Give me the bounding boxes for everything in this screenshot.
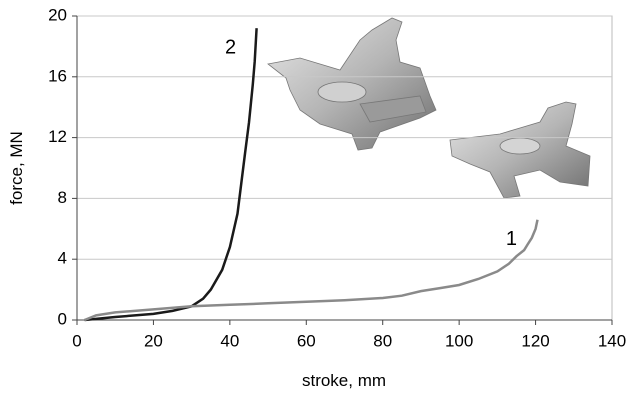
x-tick-label: 100: [445, 331, 473, 350]
series-label: 1: [506, 228, 517, 250]
x-tick-label: 60: [297, 331, 316, 350]
x-tick-label: 20: [144, 331, 163, 350]
y-tick-label: 20: [48, 5, 67, 24]
x-tick-label: 140: [598, 331, 626, 350]
series-line: [85, 28, 257, 320]
forging-part-small: [450, 102, 590, 198]
y-tick-label: 12: [48, 127, 67, 146]
x-axis-label: stroke, mm: [302, 371, 386, 390]
chart: stroke, mm force, MN 0481216200204060801…: [0, 0, 630, 397]
y-tick-label: 0: [58, 309, 67, 328]
forging-part-large: [268, 18, 436, 150]
x-tick-label: 80: [373, 331, 392, 350]
y-tick-label: 8: [58, 188, 67, 207]
x-tick-label: 0: [72, 331, 81, 350]
y-tick-label: 16: [48, 66, 67, 85]
series-label: 2: [225, 36, 236, 58]
y-tick-label: 4: [58, 249, 67, 268]
x-tick-label: 120: [521, 331, 549, 350]
series-line: [85, 220, 538, 320]
x-tick-label: 40: [220, 331, 239, 350]
y-axis-label: force, MN: [7, 131, 26, 205]
